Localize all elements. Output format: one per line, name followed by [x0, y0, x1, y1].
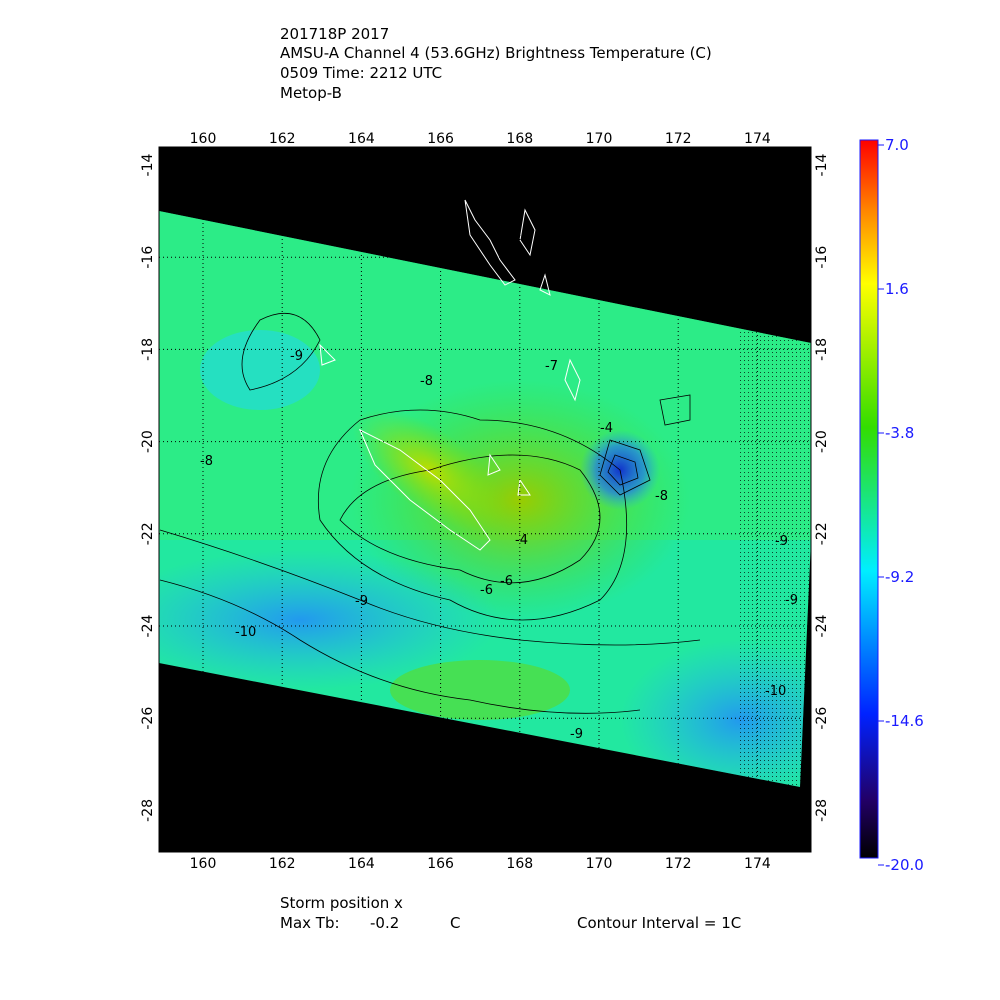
- lat-tick-right: -22: [814, 522, 830, 545]
- lon-tick-bottom: 168: [506, 856, 533, 872]
- lon-tick-bottom: 170: [586, 856, 613, 872]
- lon-tick-top: 162: [269, 131, 296, 147]
- colorbar-label: -20.0: [885, 856, 924, 874]
- lon-tick-bottom: 172: [665, 856, 692, 872]
- colorbar: [859, 139, 879, 859]
- contour-label: -8: [655, 489, 668, 504]
- lon-tick-top: 166: [427, 131, 454, 147]
- lat-tick-left: -28: [140, 799, 156, 822]
- lat-tick-right: -20: [814, 430, 830, 453]
- lat-tick-left: -16: [140, 246, 156, 269]
- max-tb-label: Max Tb:: [280, 914, 340, 932]
- lon-tick-top: 164: [348, 131, 375, 147]
- coastlines: [319, 199, 581, 551]
- contour-label: -4: [600, 421, 613, 436]
- lon-tick-top: 160: [190, 131, 217, 147]
- contour-label: -6: [500, 574, 513, 589]
- contour-label: -9: [785, 593, 798, 608]
- contour-label: -8: [420, 374, 433, 389]
- lat-tick-right: -18: [814, 338, 830, 361]
- lon-tick-top: 168: [506, 131, 533, 147]
- lat-tick-right: -14: [814, 153, 830, 176]
- lon-tick-bottom: 166: [427, 856, 454, 872]
- lat-tick-left: -14: [140, 153, 156, 176]
- lon-tick-bottom: 162: [269, 856, 296, 872]
- lat-tick-left: -26: [140, 707, 156, 730]
- lat-tick-left: -18: [140, 338, 156, 361]
- lon-tick-top: 174: [744, 131, 771, 147]
- contour-label: -9: [290, 349, 303, 364]
- lat-tick-left: -24: [140, 614, 156, 637]
- lon-tick-top: 172: [665, 131, 692, 147]
- max-tb-unit: C: [450, 914, 461, 932]
- contour-label: -9: [775, 534, 788, 549]
- lat-tick-right: -28: [814, 799, 830, 822]
- lat-tick-left: -20: [140, 430, 156, 453]
- contour-interval: Contour Interval = 1C: [577, 914, 742, 932]
- title-product: AMSU-A Channel 4 (53.6GHz) Brightness Te…: [280, 44, 712, 62]
- contours: [159, 312, 701, 714]
- lon-tick-bottom: 160: [190, 856, 217, 872]
- lon-tick-top: 170: [586, 131, 613, 147]
- map-frame: [158, 146, 812, 853]
- title-storm-id: 201718P 2017: [280, 25, 390, 43]
- lat-tick-left: -22: [140, 522, 156, 545]
- colorbar-label: -14.6: [885, 712, 924, 730]
- contour-label: -10: [235, 625, 256, 640]
- colorbar-label: -3.8: [885, 424, 914, 442]
- contour-label: -7: [545, 359, 558, 374]
- contour-label: -6: [480, 583, 493, 598]
- title-time: 0509 Time: 2212 UTC: [280, 64, 443, 82]
- colorbar-label: 7.0: [885, 136, 909, 154]
- graticule: [159, 147, 811, 852]
- contour-label: -8: [200, 454, 213, 469]
- colorbar-label: -9.2: [885, 568, 914, 586]
- lon-tick-bottom: 174: [744, 856, 771, 872]
- lon-tick-bottom: 164: [348, 856, 375, 872]
- colorbar-label: 1.6: [885, 280, 909, 298]
- max-tb-value: -0.2: [370, 914, 400, 932]
- contour-label: -4: [515, 533, 528, 548]
- lat-tick-right: -16: [814, 246, 830, 269]
- title-satellite: Metop-B: [280, 84, 342, 102]
- storm-position-label: Storm position x: [280, 894, 403, 912]
- contour-label: -10: [765, 684, 786, 699]
- lat-tick-right: -26: [814, 707, 830, 730]
- contour-label: -9: [355, 594, 368, 609]
- contour-label: -9: [570, 727, 583, 742]
- lat-tick-right: -24: [814, 614, 830, 637]
